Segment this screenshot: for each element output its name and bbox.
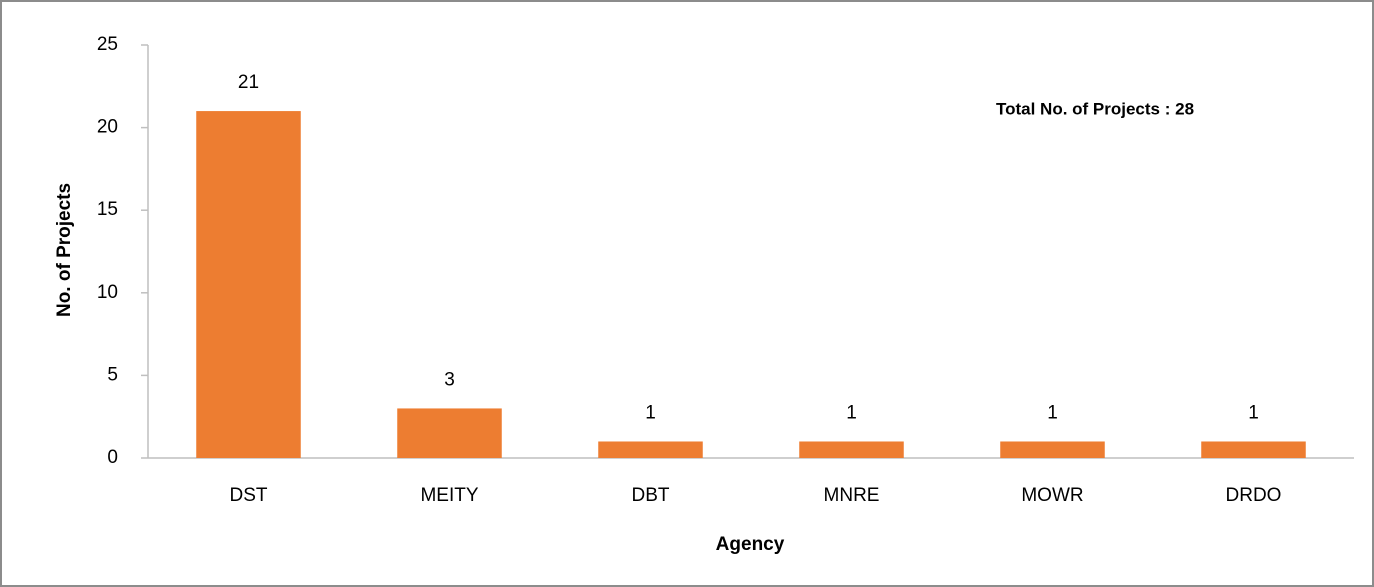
x-tick-label: DRDO — [1226, 485, 1282, 506]
x-tick-label: DST — [230, 485, 268, 506]
x-tick-label: MEITY — [420, 485, 478, 506]
bar — [598, 441, 703, 458]
x-tick-label: MNRE — [824, 485, 880, 506]
annotation: Total No. of Projects : 28 — [996, 99, 1194, 118]
bar — [1000, 441, 1105, 458]
y-tick-label: 10 — [97, 282, 118, 303]
bar — [1201, 441, 1306, 458]
data-label: 1 — [1047, 402, 1058, 423]
x-axis-title: Agency — [716, 534, 785, 555]
x-tick-label: DBT — [632, 485, 670, 506]
data-label: 1 — [645, 402, 656, 423]
bar — [196, 111, 301, 458]
y-tick-label: 5 — [107, 364, 118, 385]
y-tick-label: 25 — [97, 34, 118, 55]
y-axis-title: No. of Projects — [54, 183, 75, 317]
y-tick-label: 20 — [97, 117, 118, 138]
bar — [799, 441, 904, 458]
data-label: 21 — [238, 72, 259, 93]
bar — [397, 408, 502, 458]
y-tick-label: 0 — [107, 447, 118, 468]
y-tick-label: 15 — [97, 199, 118, 220]
x-tick-label: MOWR — [1021, 485, 1083, 506]
data-label: 1 — [1248, 402, 1259, 423]
data-label: 3 — [444, 369, 455, 390]
data-label: 1 — [846, 402, 857, 423]
